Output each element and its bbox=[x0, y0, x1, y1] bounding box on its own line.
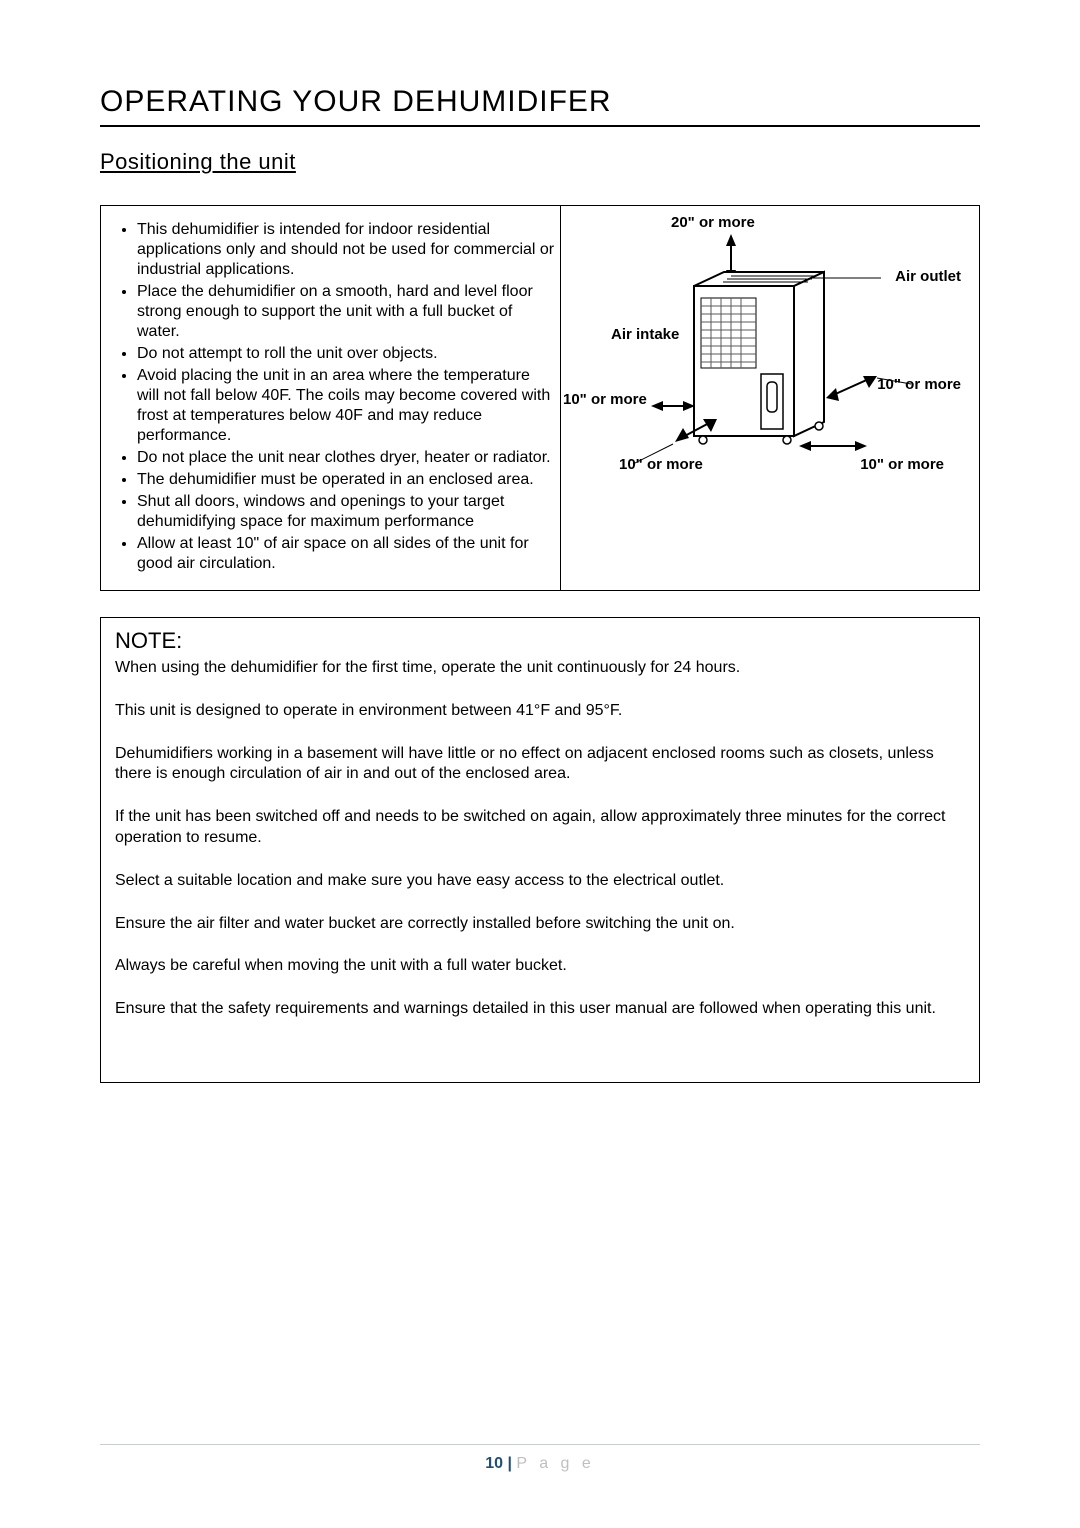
note-box: NOTE: When using the dehumidifier for th… bbox=[100, 617, 980, 1083]
note-title: NOTE: bbox=[115, 628, 965, 654]
title-rule bbox=[100, 125, 980, 127]
section-subtitle: Positioning the unit bbox=[100, 149, 980, 175]
note-paragraph: When using the dehumidifier for the firs… bbox=[115, 658, 965, 679]
note-paragraph: Ensure the air filter and water bucket a… bbox=[115, 914, 965, 935]
bullets-column: This dehumidifier is intended for indoor… bbox=[101, 206, 561, 590]
clearance-diagram bbox=[561, 206, 961, 496]
list-item: Place the dehumidifier on a smooth, hard… bbox=[137, 282, 556, 342]
page-footer: 10 | P a g e bbox=[100, 1444, 980, 1473]
page-number: 10 bbox=[485, 1455, 503, 1472]
page: OPERATING YOUR DEHUMIDIFER Positioning t… bbox=[0, 0, 1080, 1528]
note-paragraph: Always be careful when moving the unit w… bbox=[115, 956, 965, 977]
list-item: Avoid placing the unit in an area where … bbox=[137, 366, 556, 446]
list-item: Allow at least 10" of air space on all s… bbox=[137, 534, 556, 574]
note-paragraph: If the unit has been switched off and ne… bbox=[115, 807, 965, 849]
positioning-box: This dehumidifier is intended for indoor… bbox=[100, 205, 980, 591]
bullet-list: This dehumidifier is intended for indoor… bbox=[111, 220, 556, 574]
note-paragraph: Dehumidifiers working in a basement will… bbox=[115, 744, 965, 786]
list-item: Shut all doors, windows and openings to … bbox=[137, 492, 556, 532]
list-item: The dehumidifier must be operated in an … bbox=[137, 470, 556, 490]
note-paragraph: This unit is designed to operate in envi… bbox=[115, 701, 965, 722]
list-item: Do not place the unit near clothes dryer… bbox=[137, 448, 556, 468]
note-paragraph: Ensure that the safety requirements and … bbox=[115, 999, 965, 1020]
page-label: P a g e bbox=[516, 1455, 594, 1472]
list-item: This dehumidifier is intended for indoor… bbox=[137, 220, 556, 280]
note-paragraph: Select a suitable location and make sure… bbox=[115, 871, 965, 892]
list-item: Do not attempt to roll the unit over obj… bbox=[137, 344, 556, 364]
diagram-column: 20" or more Air outlet Air intake 10" or… bbox=[561, 206, 979, 590]
page-title: OPERATING YOUR DEHUMIDIFER bbox=[100, 85, 980, 119]
